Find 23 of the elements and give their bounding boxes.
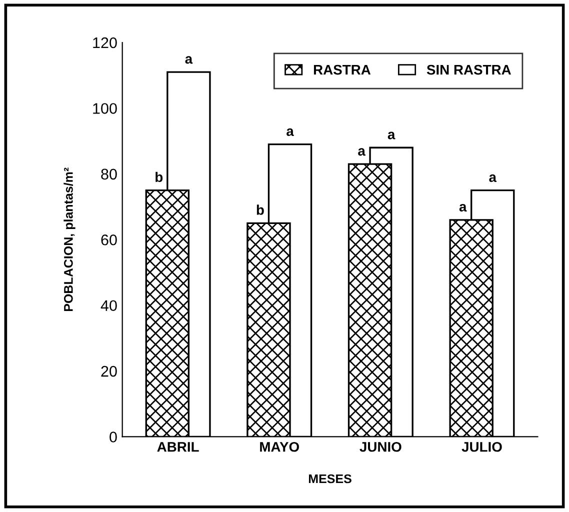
- data-label: a: [459, 204, 467, 212]
- data-label: b: [256, 204, 264, 215]
- y-tick-label: 120: [93, 37, 117, 48]
- y-tick-label: 80: [101, 168, 117, 180]
- data-label: a: [358, 148, 366, 156]
- y-tick-label: 40: [100, 300, 117, 312]
- data-label: a: [388, 132, 396, 140]
- y-tick-label: 0: [110, 432, 117, 442]
- y-tick-label: 100: [93, 103, 117, 114]
- x-tick-label: MAYO: [260, 442, 299, 452]
- x-axis-title: MESES: [308, 474, 352, 484]
- data-label: a: [286, 128, 294, 136]
- data-label: a: [185, 56, 193, 64]
- x-tick-label: JUNIO: [360, 442, 402, 452]
- x-tick-label: ABRIL: [157, 442, 199, 452]
- data-label: b: [156, 172, 163, 182]
- legend-label: SIN RASTRA: [426, 64, 511, 75]
- y-tick-label: 20: [101, 366, 117, 377]
- legend-label: RASTRA: [314, 64, 371, 75]
- data-label: a: [489, 174, 497, 182]
- y-axis-title: POBLACION, plantas/m²: [64, 168, 76, 312]
- x-tick-label: JULIO: [462, 442, 502, 452]
- y-tick-label: 60: [101, 234, 117, 246]
